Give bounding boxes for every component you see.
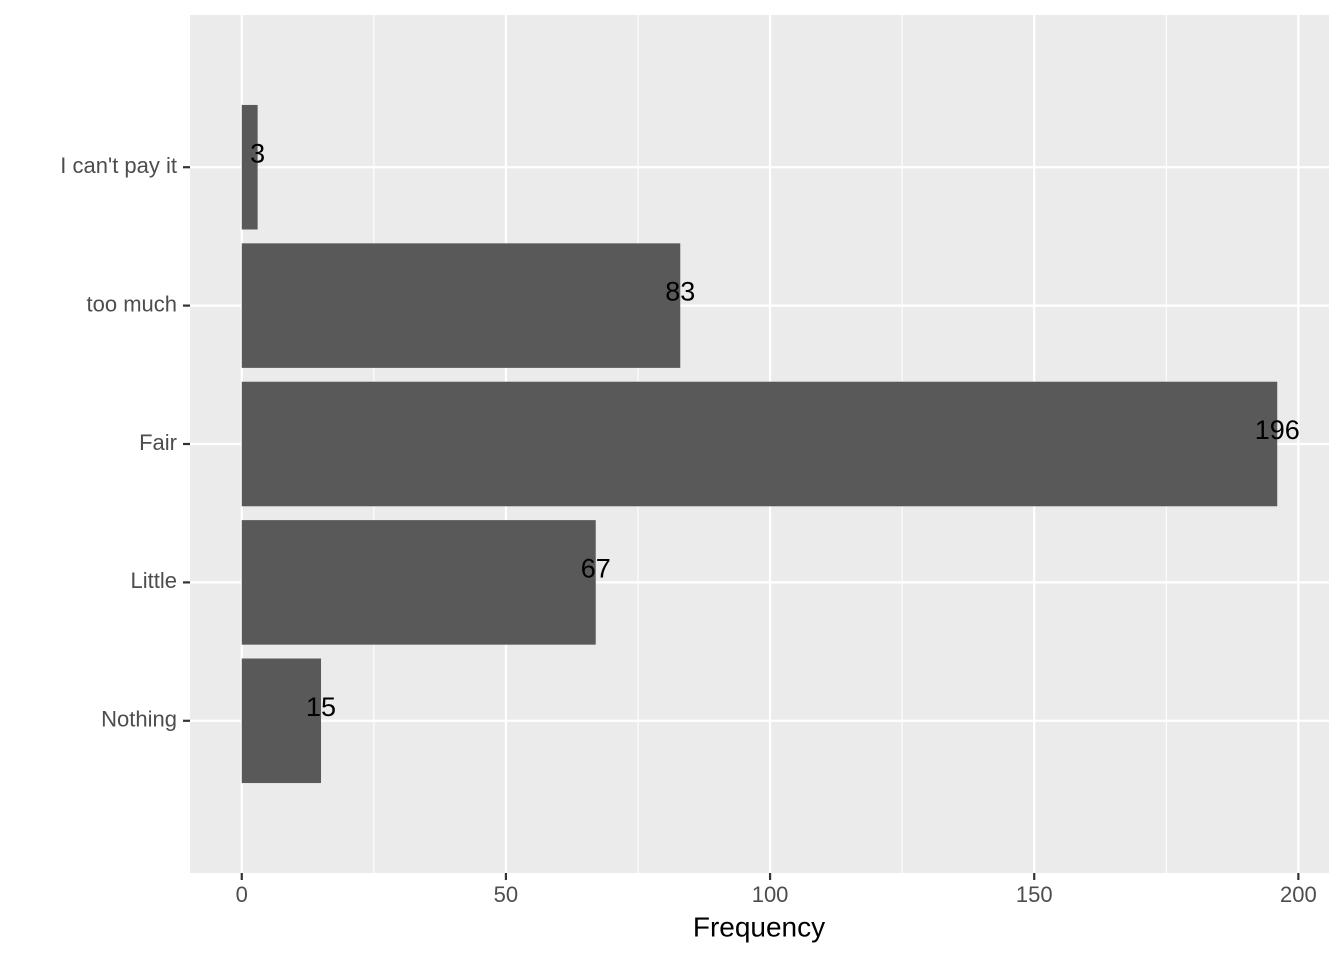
x-tick-label: 100: [752, 882, 789, 907]
value-label: 3: [250, 138, 265, 168]
x-axis-title: Frequency: [693, 911, 825, 942]
x-tick-label: 150: [1016, 882, 1053, 907]
x-tick-label: 0: [236, 882, 248, 907]
x-tick-label: 50: [494, 882, 518, 907]
bar: [241, 243, 681, 368]
y-tick-label: I can't pay it: [60, 153, 177, 178]
y-tick-label: Little: [131, 568, 177, 593]
value-label: 196: [1255, 415, 1300, 445]
bar: [241, 520, 596, 645]
y-tick-label: Nothing: [101, 707, 177, 732]
value-label: 15: [306, 692, 336, 722]
bar: [241, 104, 258, 230]
y-tick-label: too much: [87, 291, 178, 316]
value-label: 83: [665, 277, 695, 307]
bar: [241, 381, 1278, 507]
bar: [241, 658, 322, 784]
x-tick-label: 200: [1280, 882, 1317, 907]
y-tick-label: Fair: [139, 430, 177, 455]
value-label: 67: [581, 554, 611, 584]
